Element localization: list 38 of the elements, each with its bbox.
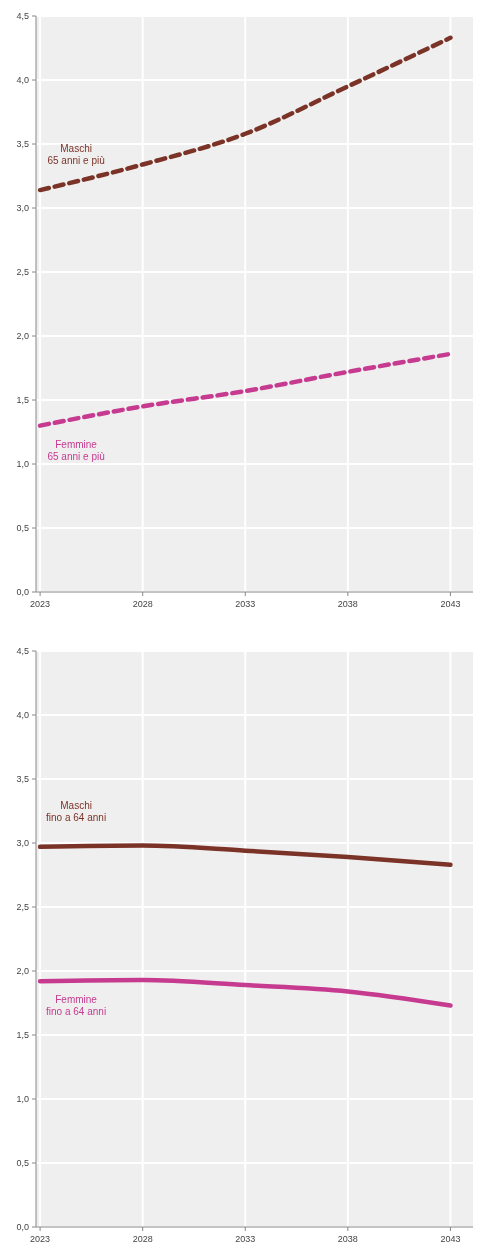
series-label: Femmine fino a 64 anni — [46, 994, 107, 1018]
y-tick-label: 1,0 — [16, 459, 29, 469]
line-series — [37, 351, 453, 428]
series-label: Maschi 65 anni e più — [47, 143, 105, 167]
x-tick-label: 2023 — [30, 1234, 51, 1244]
y-tick-label: 4,0 — [16, 710, 29, 720]
x-tick-label: 2033 — [235, 599, 256, 609]
series-label: Femmine 65 anni e più — [47, 438, 105, 462]
y-tick-label: 4,5 — [16, 646, 29, 656]
y-tick-label: 0,0 — [16, 1222, 29, 1232]
y-tick-label: 3,5 — [16, 139, 29, 149]
x-tick-label: 2043 — [440, 599, 461, 609]
y-tick-label: 1,5 — [16, 395, 29, 405]
y-tick-label: 3,0 — [16, 203, 29, 213]
line-series — [37, 35, 453, 193]
text: Maschi fino a 64 anni — [46, 799, 107, 823]
y-tick-label: 2,0 — [16, 966, 29, 976]
y-tick-label: 0,0 — [16, 587, 29, 597]
x-tick-label: 2038 — [337, 1234, 358, 1244]
line-series — [37, 843, 453, 868]
y-tick-label: 0,5 — [16, 523, 29, 533]
x-tick-label: 2033 — [235, 1234, 256, 1244]
y-tick-label: 3,0 — [16, 838, 29, 848]
y-tick-label: 2,5 — [16, 267, 29, 277]
line-series — [37, 977, 453, 1008]
y-tick-label: 4,5 — [16, 11, 29, 21]
y-tick-label: 0,5 — [16, 1158, 29, 1168]
x-tick-label: 2028 — [132, 599, 153, 609]
y-tick-label: 2,0 — [16, 331, 29, 341]
x-tick-label: 2038 — [337, 599, 358, 609]
x-tick-label: 2028 — [132, 1234, 153, 1244]
y-tick-label: 1,0 — [16, 1094, 29, 1104]
x-tick-label: 2043 — [440, 1234, 461, 1244]
y-tick-label: 1,5 — [16, 1030, 29, 1040]
y-tick-label: 4,0 — [16, 75, 29, 85]
x-tick-label: 2023 — [30, 599, 51, 609]
y-tick-label: 2,5 — [16, 902, 29, 912]
y-tick-label: 3,5 — [16, 774, 29, 784]
